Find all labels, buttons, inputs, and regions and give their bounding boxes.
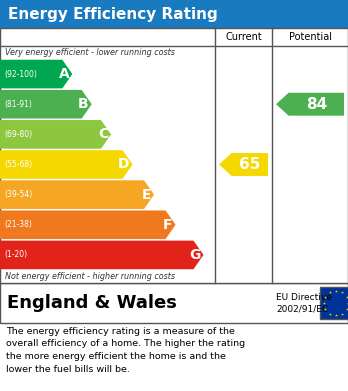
Bar [0, 0, 348, 28]
Text: (39-54): (39-54) [4, 190, 32, 199]
Text: 65: 65 [239, 157, 261, 172]
Polygon shape [0, 240, 204, 269]
Polygon shape [276, 93, 344, 116]
Polygon shape [0, 90, 92, 118]
Text: (1-20): (1-20) [4, 250, 27, 260]
Text: (21-38): (21-38) [4, 220, 32, 229]
Text: (55-68): (55-68) [4, 160, 32, 169]
Polygon shape [0, 120, 111, 149]
Text: B: B [78, 97, 89, 111]
Bar [0, 283, 348, 323]
Text: Very energy efficient - lower running costs: Very energy efficient - lower running co… [5, 48, 175, 57]
Polygon shape [0, 210, 175, 239]
Text: EU Directive: EU Directive [276, 292, 332, 301]
Polygon shape [219, 153, 268, 176]
Text: E: E [142, 188, 151, 202]
Text: 84: 84 [306, 97, 327, 112]
Polygon shape [0, 150, 133, 179]
Text: Not energy efficient - higher running costs: Not energy efficient - higher running co… [5, 272, 175, 281]
Text: G: G [189, 248, 200, 262]
Text: Energy Efficiency Rating: Energy Efficiency Rating [8, 7, 218, 22]
Text: England & Wales: England & Wales [7, 294, 177, 312]
Text: 2002/91/EC: 2002/91/EC [276, 305, 328, 314]
Bar [320, 287, 348, 319]
Text: Current: Current [225, 32, 262, 42]
Text: (81-91): (81-91) [4, 100, 32, 109]
Bar [0, 28, 348, 283]
Text: (92-100): (92-100) [4, 70, 37, 79]
Text: (69-80): (69-80) [4, 130, 32, 139]
Text: The energy efficiency rating is a measure of the
overall efficiency of a home. T: The energy efficiency rating is a measur… [6, 327, 245, 373]
Text: Potential: Potential [288, 32, 332, 42]
Text: C: C [98, 127, 108, 142]
Polygon shape [0, 60, 72, 88]
Polygon shape [0, 180, 154, 209]
Text: D: D [118, 158, 129, 172]
Text: A: A [58, 67, 69, 81]
Text: F: F [163, 218, 173, 232]
